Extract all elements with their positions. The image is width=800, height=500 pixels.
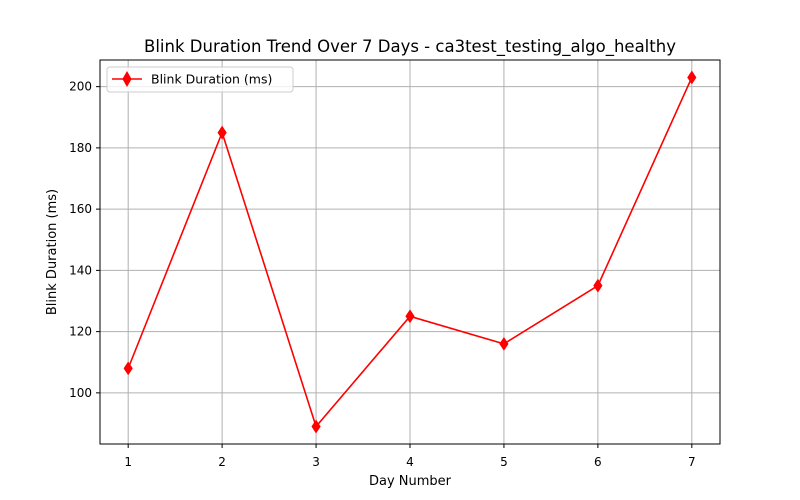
- x-tick-label: 7: [688, 455, 696, 469]
- y-tick-label: 140: [69, 263, 92, 277]
- data-point-marker: [405, 309, 415, 324]
- data-point-marker: [687, 70, 697, 85]
- x-tick-label: 5: [500, 455, 508, 469]
- legend: Blink Duration (ms): [106, 66, 294, 93]
- x-tick-label: 2: [218, 455, 226, 469]
- x-tick-label: 4: [406, 455, 414, 469]
- x-tick-label: 6: [594, 455, 602, 469]
- y-tick-label: 180: [69, 141, 92, 155]
- y-tick-label: 120: [69, 325, 92, 339]
- y-tick-label: 160: [69, 202, 92, 216]
- chart-title: Blink Duration Trend Over 7 Days - ca3te…: [144, 37, 676, 57]
- x-tick-label: 3: [312, 455, 320, 469]
- x-axis-ticks: 1 2 3 4 5 6 7: [124, 444, 696, 469]
- y-tick-label: 100: [69, 386, 92, 400]
- y-axis-label: Blink Duration (ms): [45, 189, 60, 315]
- data-point-marker: [217, 125, 227, 140]
- data-point-marker: [311, 419, 321, 434]
- plot-series: [123, 70, 697, 434]
- data-point-marker: [593, 278, 603, 293]
- y-tick-label: 200: [69, 80, 92, 94]
- legend-marker-diamond-icon: [122, 70, 132, 88]
- data-point-marker: [499, 336, 509, 351]
- y-axis-ticks: 100 120 140 160 180 200: [69, 80, 100, 400]
- legend-label: Blink Duration (ms): [151, 72, 272, 87]
- legend-box: [106, 66, 294, 93]
- x-axis-label: Day Number: [369, 474, 452, 489]
- x-tick-label: 1: [124, 455, 132, 469]
- data-point-marker: [123, 361, 133, 376]
- grid: [100, 60, 720, 444]
